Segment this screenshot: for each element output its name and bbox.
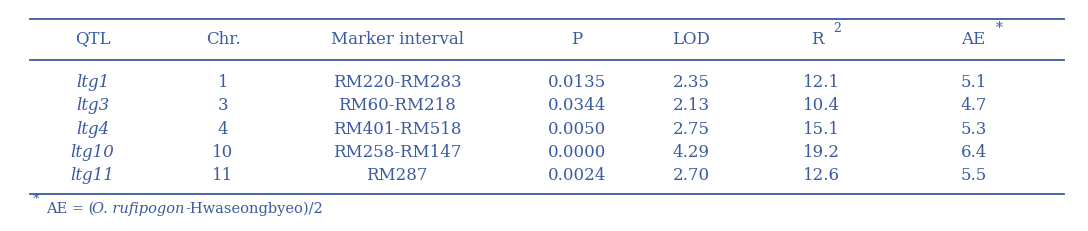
Text: 19.2: 19.2 (803, 144, 840, 161)
Text: AE = (: AE = ( (46, 202, 94, 216)
Text: R: R (811, 30, 823, 48)
Text: RM258-RM147: RM258-RM147 (333, 144, 461, 161)
Text: LOD: LOD (672, 30, 709, 48)
Text: ltg11: ltg11 (71, 167, 114, 184)
Text: -Hwaseongbyeo)/2: -Hwaseongbyeo)/2 (186, 202, 323, 216)
Text: RM60-RM218: RM60-RM218 (338, 97, 456, 114)
Text: 5.3: 5.3 (961, 121, 987, 138)
Text: QTL: QTL (75, 30, 110, 48)
Text: 2.70: 2.70 (672, 167, 709, 184)
Text: 0.0024: 0.0024 (547, 167, 606, 184)
Text: 5.1: 5.1 (961, 74, 987, 91)
Text: RM220-RM283: RM220-RM283 (333, 74, 461, 91)
Text: RM401-RM518: RM401-RM518 (333, 121, 461, 138)
Text: O. rufipogon: O. rufipogon (92, 202, 185, 216)
Text: ltg10: ltg10 (71, 144, 114, 161)
Text: 10: 10 (212, 144, 234, 161)
Text: 6.4: 6.4 (961, 144, 987, 161)
Text: 2: 2 (833, 21, 841, 35)
Text: 2.13: 2.13 (672, 97, 709, 114)
Text: AE: AE (961, 30, 985, 48)
Text: 0.0135: 0.0135 (547, 74, 606, 91)
Text: ltg4: ltg4 (76, 121, 109, 138)
Text: 0.0344: 0.0344 (547, 97, 606, 114)
Text: ltg1: ltg1 (76, 74, 109, 91)
Text: 2.75: 2.75 (672, 121, 709, 138)
Text: 12.1: 12.1 (803, 74, 840, 91)
Text: 4.7: 4.7 (961, 97, 987, 114)
Text: 1: 1 (218, 74, 228, 91)
Text: 2.35: 2.35 (672, 74, 709, 91)
Text: 0.0050: 0.0050 (547, 121, 606, 138)
Text: RM287: RM287 (367, 167, 428, 184)
Text: ltg3: ltg3 (76, 97, 109, 114)
Text: 15.1: 15.1 (803, 121, 840, 138)
Text: 5.5: 5.5 (961, 167, 987, 184)
Text: 4: 4 (218, 121, 228, 138)
Text: *: * (33, 192, 39, 206)
Text: 12.6: 12.6 (803, 167, 840, 184)
Text: *: * (996, 21, 1002, 35)
Text: 11: 11 (212, 167, 234, 184)
Text: Marker interval: Marker interval (331, 30, 463, 48)
Text: 3: 3 (218, 97, 228, 114)
Text: 10.4: 10.4 (803, 97, 840, 114)
Text: Chr.: Chr. (206, 30, 240, 48)
Text: 4.29: 4.29 (672, 144, 709, 161)
Text: 0.0000: 0.0000 (547, 144, 606, 161)
Text: P: P (571, 30, 582, 48)
